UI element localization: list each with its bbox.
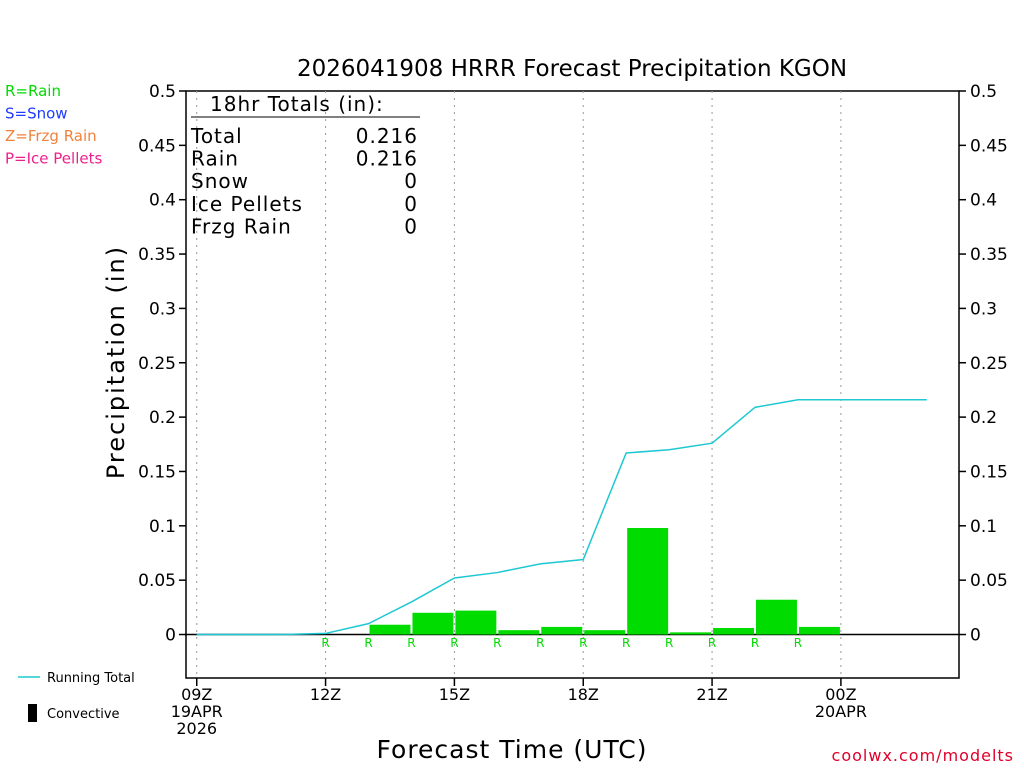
right-y-tick-label: 0 (970, 626, 981, 646)
type-legend-item: Z=Frzg Rain (5, 127, 97, 145)
precip-bar (455, 610, 497, 635)
x-tick-label: 12Z (310, 685, 341, 704)
plot-area (185, 90, 960, 679)
totals-value: 0.216 (356, 147, 418, 171)
precip-type-marker: R (751, 636, 759, 650)
precip-type-marker: R (708, 636, 716, 650)
totals-rows: Total 0.216 Rain 0.216 Snow 0 Ice Pellets 0 Frzg… (190, 124, 418, 238)
right-y-tick-label: 0.05 (970, 571, 1008, 591)
precip-type-marker: R (450, 636, 458, 650)
running-total-line (196, 398, 927, 636)
left-y-axis: 0 0.05 0.1 0.15 0.2 0.25 0.3 0.35 0.4 0.45 0.5 (138, 82, 186, 646)
grid-lines (184, 91, 959, 678)
chart-title: 2026041908 HRRR Forecast Precipitation K… (297, 56, 847, 82)
right-y-tick-label: 0.35 (970, 245, 1008, 265)
right-y-tick-label: 0.2 (970, 408, 997, 428)
y-tick-label: 0.4 (149, 191, 176, 211)
y-tick-label: 0.15 (138, 462, 176, 482)
x-tick-label: 09Z (181, 685, 212, 704)
precip-bar (584, 630, 626, 635)
x-tick-label: 21Z (696, 685, 727, 704)
precip-type-marker: R (493, 636, 501, 650)
type-legend-item: R=Rain (5, 82, 61, 100)
totals-label: Frzg Rain (191, 214, 292, 238)
type-legend-item: S=Snow (5, 105, 68, 123)
y-tick-label: 0.2 (149, 408, 176, 428)
totals-value: 0 (404, 192, 418, 216)
precip-bar (798, 626, 840, 635)
totals-label: Total (190, 124, 243, 148)
y-tick-label: 0 (165, 626, 176, 646)
totals-value: 0 (404, 214, 418, 238)
right-y-tick-label: 0.3 (970, 299, 997, 319)
precip-type-marker: R (579, 636, 587, 650)
right-y-tick-label: 0.1 (970, 517, 997, 537)
totals-title: 18hr Totals (in): (210, 92, 384, 116)
x-tick-label: 18Z (568, 685, 599, 704)
right-y-axis: 0 0.05 0.1 0.15 0.2 0.25 0.3 0.35 0.4 0.45 0.5 (959, 82, 1008, 646)
y-tick-label: 0.35 (138, 245, 176, 265)
running-total-legend: Running Total (18, 671, 135, 686)
totals-label: Rain (191, 147, 239, 171)
precip-type-marker: R (407, 636, 415, 650)
right-y-tick-label: 0.25 (970, 354, 1008, 374)
precip-type-marker: R (321, 636, 329, 650)
totals-label: Ice Pellets (191, 192, 303, 216)
right-y-tick-label: 0.45 (970, 136, 1008, 156)
precip-bar (713, 627, 755, 635)
y-tick-label: 0.3 (149, 299, 176, 319)
precip-type-marker: R (665, 636, 673, 650)
right-y-tick-label: 0.4 (970, 191, 997, 211)
precip-bar (627, 527, 669, 635)
right-y-tick-label: 0.5 (970, 82, 997, 102)
running-total-legend-label: Running Total (47, 671, 135, 686)
totals-label: Snow (191, 169, 249, 193)
precip-type-marker: R (536, 636, 544, 650)
y-tick-label: 0.25 (138, 354, 176, 374)
convective-legend-label: Convective (47, 707, 120, 722)
right-y-tick-label: 0.15 (970, 462, 1008, 482)
y-tick-label: 0.05 (138, 571, 176, 591)
precip-type-legend: R=Rain S=Snow Z=Frzg Rain P=Ice Pellets (5, 82, 102, 168)
y-tick-label: 0.1 (149, 517, 176, 537)
x-tick-label: 15Z (439, 685, 470, 704)
credit-text: coolwx.com/modelts (832, 746, 1014, 765)
totals-value: 0 (404, 169, 418, 193)
x-axis-label: Forecast Time (UTC) (377, 735, 648, 764)
totals-box: 18hr Totals (in): Total 0.216 Rain 0.216 Sno… (190, 92, 420, 238)
precip-type-marker: R (622, 636, 630, 650)
y-axis-label: Precipitation (in) (102, 245, 130, 479)
y-tick-label: 0.5 (149, 82, 176, 102)
precip-bar (412, 612, 454, 635)
precip-bar (498, 630, 540, 635)
precip-type-marker: R (794, 636, 802, 650)
x-tick-label: 20APR (815, 702, 867, 721)
x-tick-label: 19APR (171, 702, 223, 721)
x-tick-label: 00Z (825, 685, 856, 704)
precip-bar (541, 626, 583, 635)
y-tick-label: 0.45 (138, 136, 176, 156)
x-tick-label: 2026 (176, 719, 217, 738)
totals-value: 0.216 (356, 124, 418, 148)
precip-bar (369, 624, 411, 635)
precip-type-marker: R (364, 636, 372, 650)
type-legend-item: P=Ice Pellets (5, 150, 102, 168)
convective-legend: Convective (28, 704, 120, 722)
precip-bar (756, 599, 797, 635)
precip-bar (670, 632, 712, 635)
precip-bars (369, 527, 840, 635)
convective-legend-swatch (28, 704, 37, 722)
